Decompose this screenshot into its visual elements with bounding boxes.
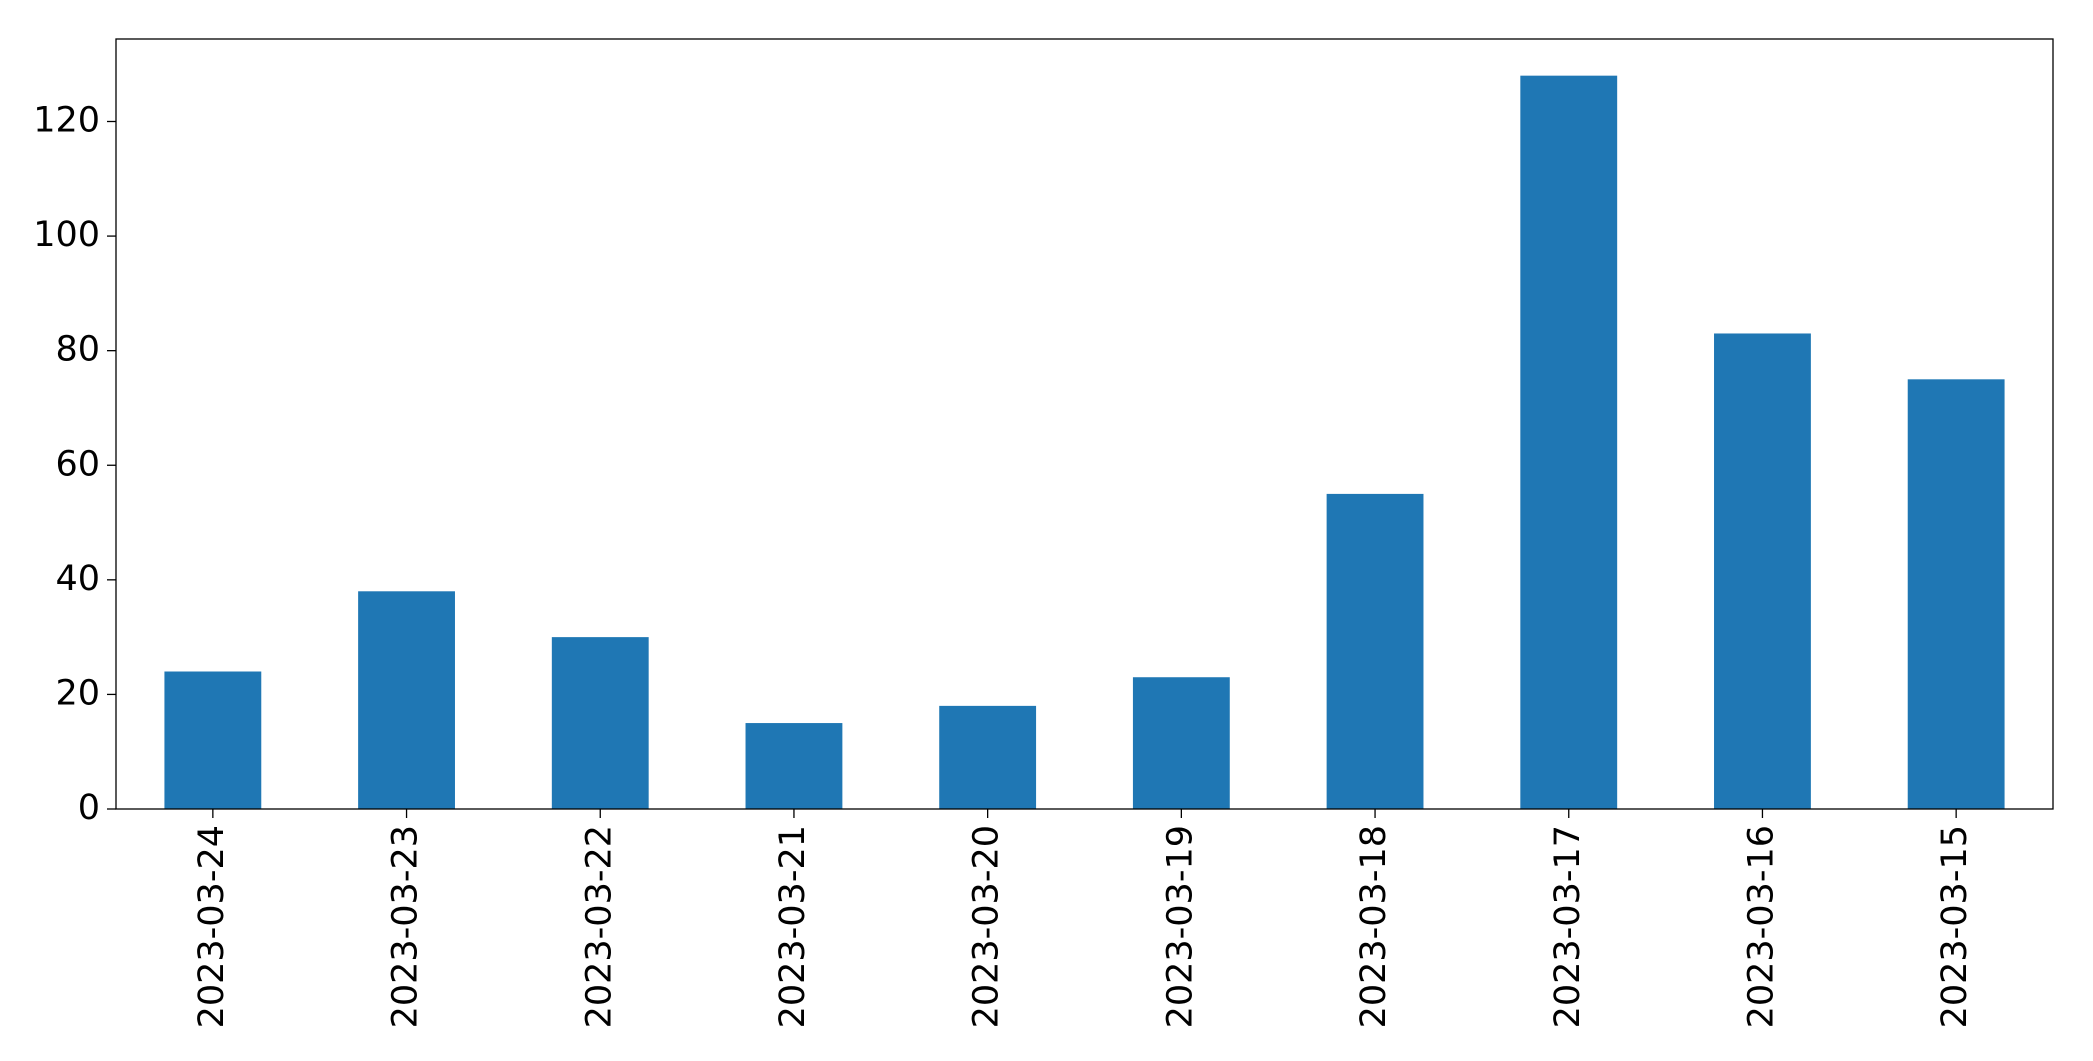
bar (1326, 493, 1424, 809)
bar (745, 723, 843, 809)
bar (1907, 379, 2005, 809)
bar (164, 671, 262, 809)
bar (358, 591, 455, 809)
bar (1520, 75, 1618, 809)
x-tick-label: 2023-03-19 (1160, 825, 1200, 1028)
y-tick-label: 120 (33, 101, 100, 141)
bar (1132, 677, 1230, 809)
plot-frame (115, 38, 2054, 810)
x-tick-label: 2023-03-23 (386, 825, 426, 1028)
y-tick-label: 20 (55, 673, 100, 713)
x-tick-label: 2023-03-17 (1548, 825, 1588, 1028)
x-tick-label: 2023-03-18 (1354, 825, 1394, 1028)
bar (1714, 333, 1811, 809)
y-tick-label: 100 (33, 215, 100, 255)
x-tick-label: 2023-03-24 (192, 825, 232, 1028)
x-tick-label: 2023-03-20 (967, 825, 1007, 1028)
x-tick-label: 2023-03-16 (1741, 825, 1781, 1028)
x-tick-label: 2023-03-21 (773, 825, 813, 1028)
bar (551, 637, 649, 809)
y-tick-label: 60 (55, 444, 100, 484)
bar (939, 705, 1037, 809)
x-tick-label: 2023-03-15 (1935, 825, 1975, 1028)
y-tick-label: 0 (78, 788, 100, 828)
y-tick-label: 40 (55, 559, 100, 599)
y-tick-label: 80 (55, 330, 100, 370)
x-tick-label: 2023-03-22 (579, 825, 619, 1028)
